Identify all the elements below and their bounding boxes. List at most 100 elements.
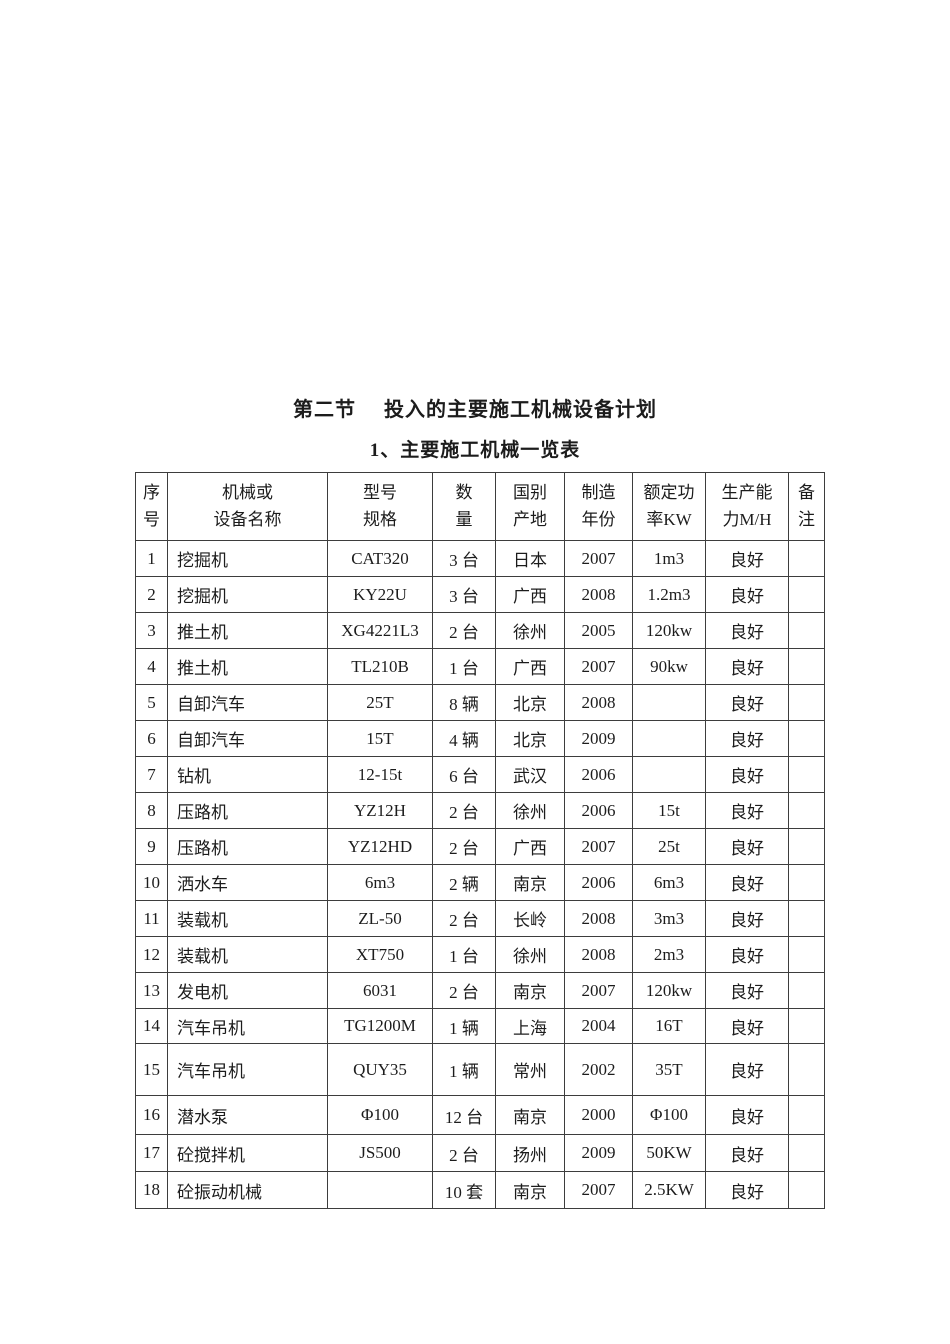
table-row: 10 洒水车 6m3 2 辆南京 2006 6m3 良好 — [135, 864, 825, 901]
cell-name: 汽车吊机 — [167, 1008, 328, 1044]
cell-capacity: 良好 — [705, 720, 789, 757]
cell-index: 5 — [135, 684, 168, 721]
cell-index: 8 — [135, 792, 168, 829]
cell-origin: 广西 — [495, 576, 565, 613]
cell-capacity: 良好 — [705, 864, 789, 901]
cell-origin: 广西 — [495, 828, 565, 865]
cell-name: 砼搅拌机 — [167, 1134, 328, 1172]
cell-name: 钻机 — [167, 756, 328, 793]
table-row: 3 推土机 XG4221L3 2 台徐州 2005 120kw 良好 — [135, 612, 825, 649]
cell-index: 17 — [135, 1134, 168, 1172]
cell-model: 12-15t — [327, 756, 433, 793]
cell-year: 2005 — [564, 612, 633, 649]
column-header-name: 机械或 设备名称 — [167, 472, 328, 541]
table-caption: 1、主要施工机械一览表 — [369, 440, 581, 461]
cell-model: 25T — [327, 684, 433, 721]
cell-model: 6031 — [327, 972, 433, 1009]
cell-index: 13 — [135, 972, 168, 1009]
cell-model: YZ12HD — [327, 828, 433, 865]
cell-remarks — [788, 900, 825, 937]
cell-year: 2006 — [564, 864, 633, 901]
cell-quantity: 2 台 — [432, 612, 496, 649]
cell-name: 发电机 — [167, 972, 328, 1009]
table-row: 6 自卸汽车 15T 4 辆北京 2009 良好 — [135, 720, 825, 757]
cell-name: 压路机 — [167, 828, 328, 865]
cell-power: 1m3 — [632, 540, 706, 577]
cell-year: 2006 — [564, 756, 633, 793]
cell-capacity: 良好 — [705, 756, 789, 793]
table-row: 17 砼搅拌机 JS500 2 台扬州 2009 50KW 良好 — [135, 1134, 825, 1172]
cell-capacity: 良好 — [705, 540, 789, 577]
cell-power: 120kw — [632, 972, 706, 1009]
cell-remarks — [788, 612, 825, 649]
cell-origin: 扬州 — [495, 1134, 565, 1172]
cell-model: ZL-50 — [327, 900, 433, 937]
cell-year: 2008 — [564, 900, 633, 937]
cell-capacity: 良好 — [705, 1008, 789, 1044]
cell-origin: 广西 — [495, 648, 565, 685]
cell-model: JS500 — [327, 1134, 433, 1172]
cell-quantity: 2 辆 — [432, 864, 496, 901]
cell-year: 2007 — [564, 1171, 633, 1209]
table-row: 11 装载机 ZL-50 2 台长岭 2008 3m3 良好 — [135, 900, 825, 937]
cell-origin: 日本 — [495, 540, 565, 577]
cell-quantity: 2 台 — [432, 900, 496, 937]
cell-capacity: 良好 — [705, 612, 789, 649]
cell-power: 3m3 — [632, 900, 706, 937]
cell-quantity: 1 台 — [432, 936, 496, 973]
table-row: 5 自卸汽车 25T 8 辆北京 2008 良好 — [135, 684, 825, 721]
cell-index: 16 — [135, 1095, 168, 1135]
cell-model: 6m3 — [327, 864, 433, 901]
cell-origin: 上海 — [495, 1008, 565, 1044]
cell-year: 2008 — [564, 936, 633, 973]
cell-power: 90kw — [632, 648, 706, 685]
cell-capacity: 良好 — [705, 648, 789, 685]
table-row: 8 压路机 YZ12H 2 台徐州 2006 15t 良好 — [135, 792, 825, 829]
cell-origin: 常州 — [495, 1043, 565, 1096]
section-title: 第二节 投入的主要施工机械设备计划 — [0, 393, 950, 422]
table-header-row: 序 号机械或 设备名称 型号 规格数 量国别 产地 制造 年份 额定功 率KW 生产能 … — [135, 472, 825, 541]
column-header-capacity: 生产能 力M/H — [705, 472, 789, 541]
table-row: 4 推土机 TL210B 1 台广西 2007 90kw 良好 — [135, 648, 825, 685]
cell-power — [632, 684, 706, 721]
cell-remarks — [788, 828, 825, 865]
cell-index: 2 — [135, 576, 168, 613]
cell-name: 潜水泵 — [167, 1095, 328, 1135]
cell-quantity: 3 台 — [432, 540, 496, 577]
machinery-table: 序 号机械或 设备名称 型号 规格数 量国别 产地 制造 年份 额定功 率KW 生产能 … — [135, 472, 825, 1209]
cell-capacity: 良好 — [705, 1171, 789, 1209]
cell-remarks — [788, 1043, 825, 1096]
cell-model: TG1200M — [327, 1008, 433, 1044]
cell-model — [327, 1171, 433, 1209]
cell-name: 推土机 — [167, 612, 328, 649]
cell-index: 15 — [135, 1043, 168, 1096]
cell-capacity: 良好 — [705, 1043, 789, 1096]
column-header-model: 型号 规格 — [327, 472, 433, 541]
cell-power: 16T — [632, 1008, 706, 1044]
cell-year: 2008 — [564, 576, 633, 613]
cell-year: 2002 — [564, 1043, 633, 1096]
cell-year: 2006 — [564, 792, 633, 829]
cell-index: 12 — [135, 936, 168, 973]
cell-index: 1 — [135, 540, 168, 577]
column-header-remarks: 备 注 — [788, 472, 825, 541]
cell-index: 18 — [135, 1171, 168, 1209]
cell-capacity: 良好 — [705, 1095, 789, 1135]
cell-year: 2009 — [564, 720, 633, 757]
section-title-text: 投入的主要施工机械设备计划 — [384, 399, 657, 421]
cell-remarks — [788, 936, 825, 973]
cell-name: 挖掘机 — [167, 540, 328, 577]
cell-year: 2000 — [564, 1095, 633, 1135]
cell-name: 装载机 — [167, 936, 328, 973]
cell-capacity: 良好 — [705, 684, 789, 721]
cell-index: 9 — [135, 828, 168, 865]
cell-model: TL210B — [327, 648, 433, 685]
cell-year: 2008 — [564, 684, 633, 721]
column-header-quantity: 数 量 — [432, 472, 496, 541]
cell-remarks — [788, 648, 825, 685]
cell-name: 装载机 — [167, 900, 328, 937]
cell-year: 2007 — [564, 972, 633, 1009]
cell-remarks — [788, 576, 825, 613]
cell-origin: 南京 — [495, 1171, 565, 1209]
